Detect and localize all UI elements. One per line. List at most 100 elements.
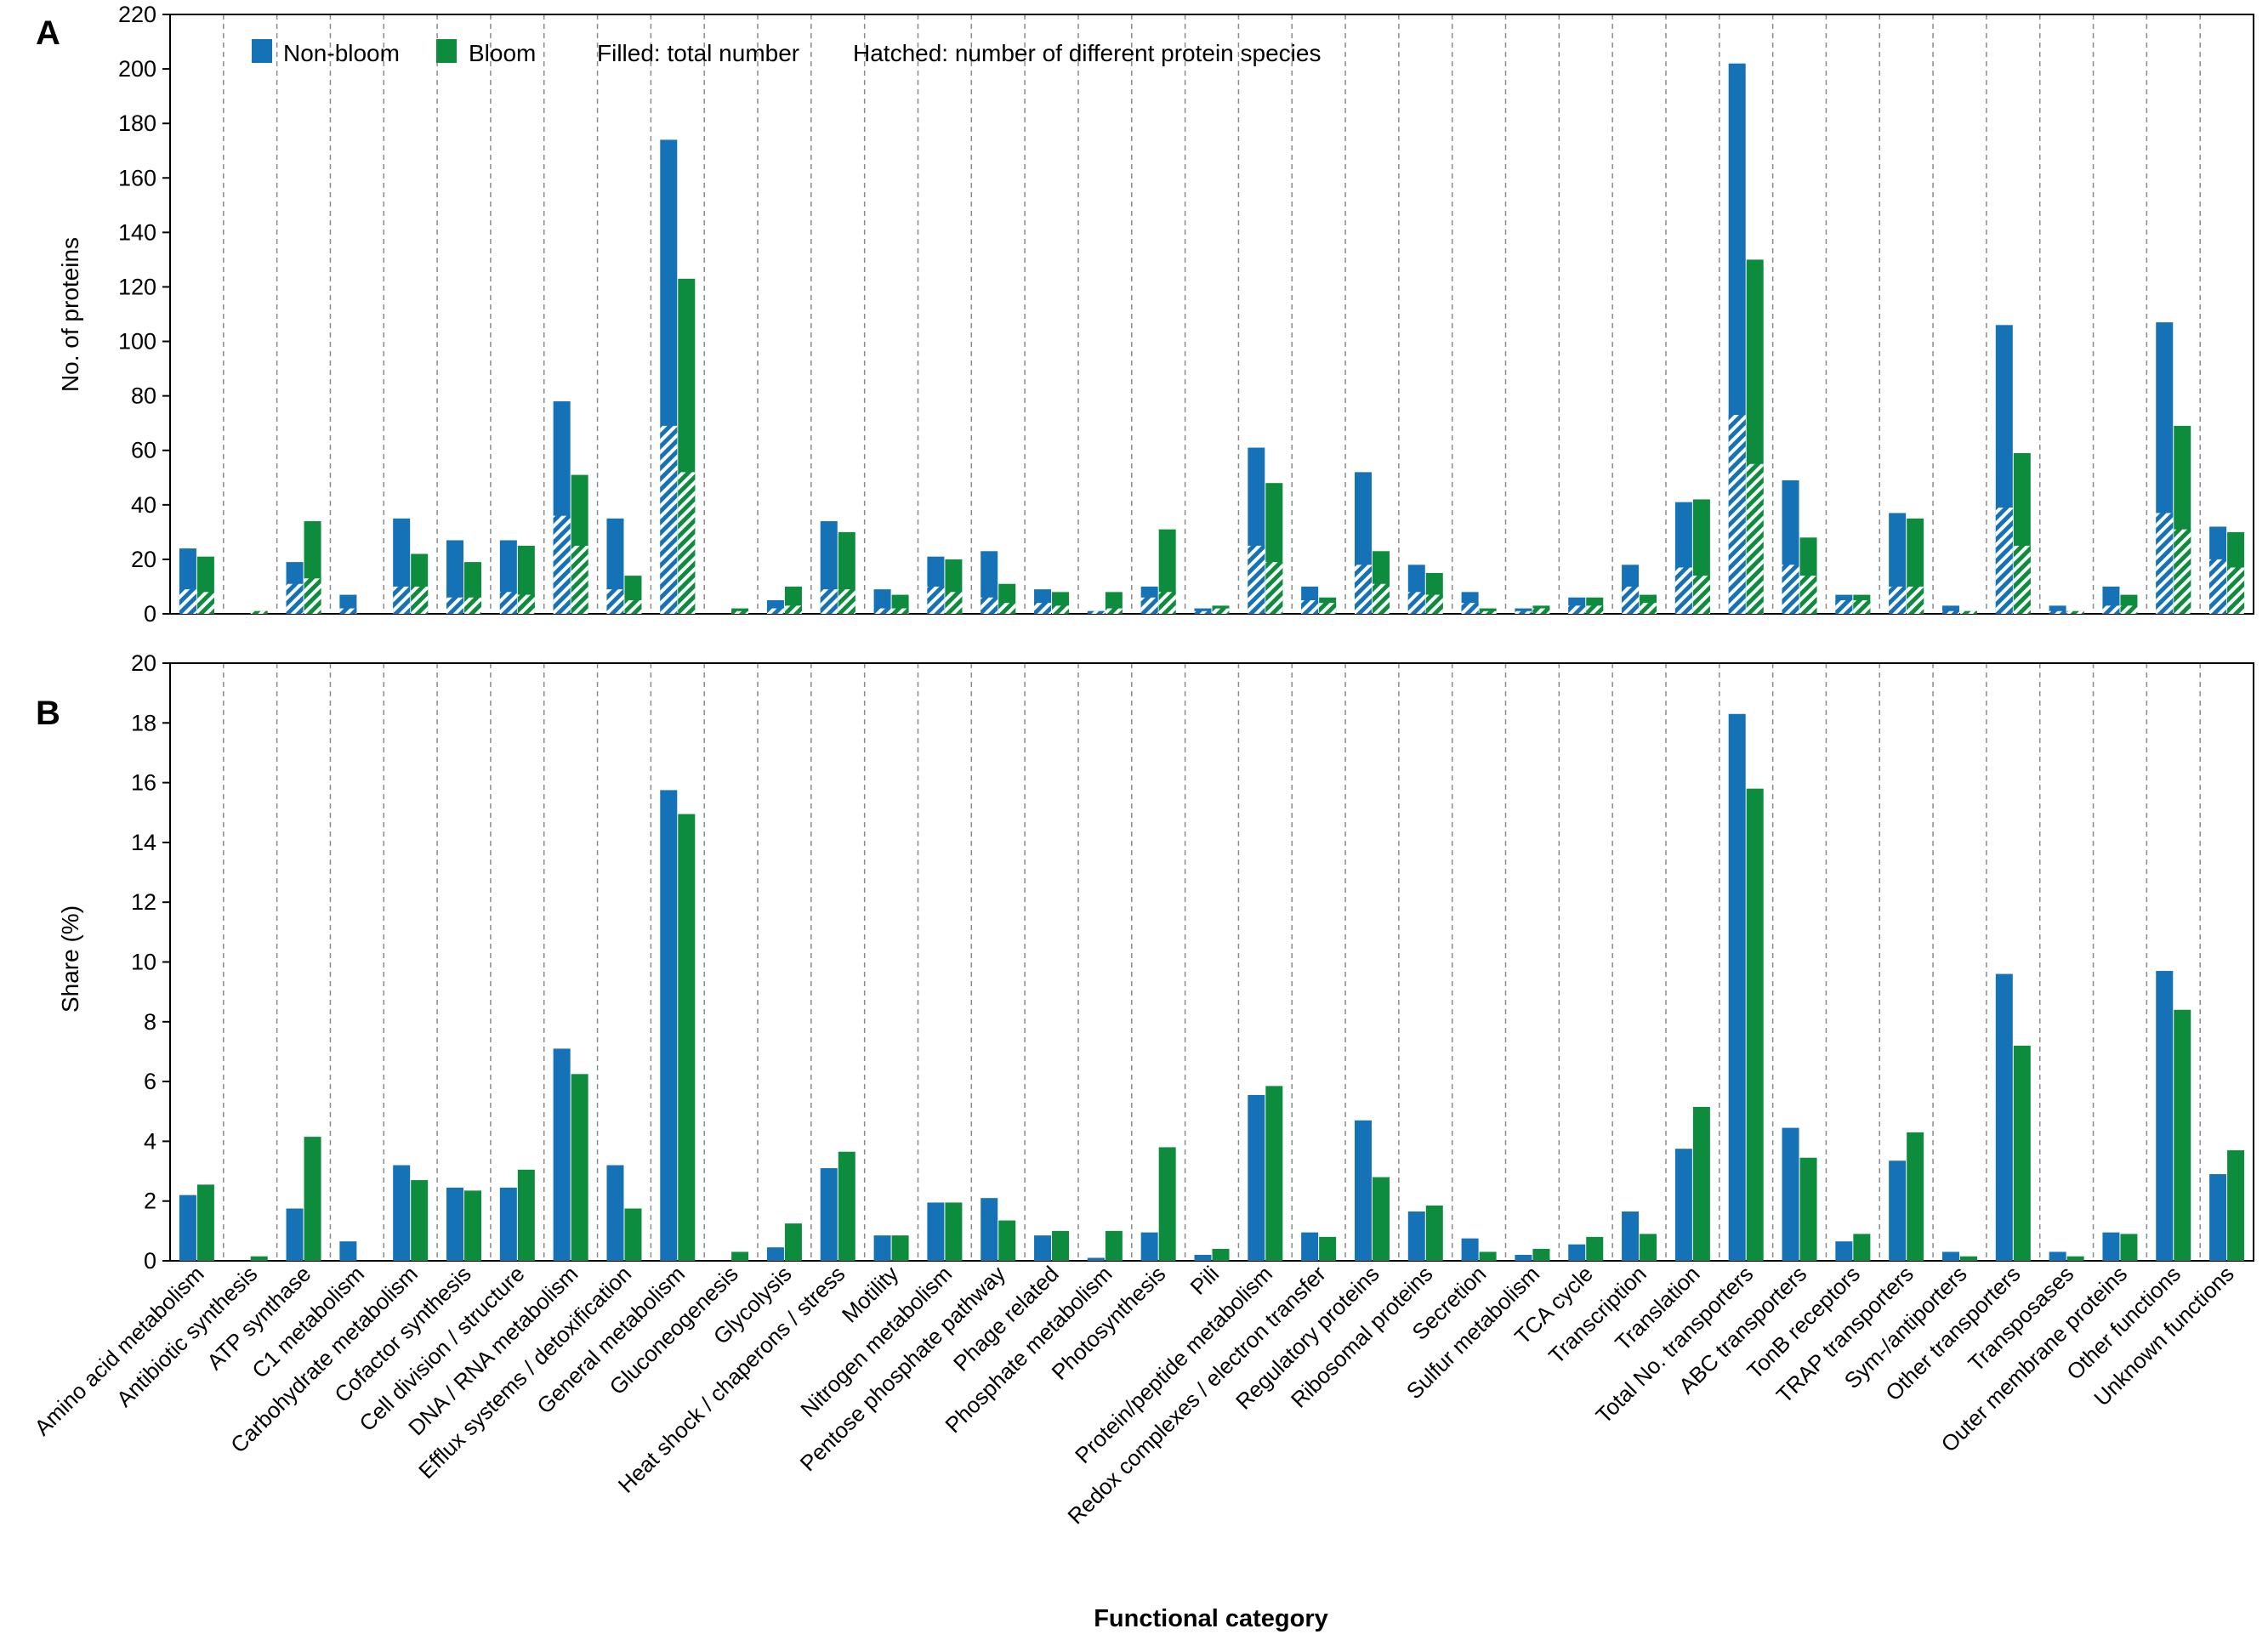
bar-share-non-bloom <box>499 1187 517 1261</box>
bar-share-non-bloom <box>1674 1149 1692 1261</box>
bar-species-bloom <box>1052 605 1070 614</box>
y-tick-label-b: 6 <box>144 1069 156 1094</box>
y-tick-label-a: 40 <box>131 492 156 518</box>
bar-share-bloom <box>1425 1205 1443 1261</box>
legend-label-non-bloom: Non-bloom <box>283 40 400 66</box>
bar-share-bloom <box>1212 1248 1230 1261</box>
bar-share-bloom <box>2174 1009 2191 1261</box>
bar-share-bloom <box>945 1202 963 1261</box>
bar-species-non-bloom <box>1248 545 1265 614</box>
y-tick-label-a: 80 <box>131 383 156 409</box>
bar-species-bloom <box>1746 463 1764 614</box>
bar-share-bloom <box>1853 1234 1871 1261</box>
bar-species-bloom <box>1640 603 1657 614</box>
bar-species-bloom <box>1959 610 1977 614</box>
bar-species-bloom <box>1425 594 1443 614</box>
bar-species-non-bloom <box>1354 565 1372 614</box>
bar-share-bloom <box>1799 1157 1817 1261</box>
bar-share-non-bloom <box>927 1202 945 1261</box>
y-tick-label-a: 120 <box>118 274 156 299</box>
bar-species-non-bloom <box>1034 603 1052 614</box>
bar-species-bloom <box>1907 586 1924 614</box>
bar-share-non-bloom <box>873 1235 891 1261</box>
y-tick-label-a: 220 <box>118 2 156 27</box>
bar-species-non-bloom <box>1889 586 1907 614</box>
bar-species-bloom <box>624 599 642 614</box>
bar-share-bloom <box>1959 1256 1977 1261</box>
panel-a-proteins-count: 0 20 40 60 80 100 120 140 160 180 200 220 <box>118 2 2254 627</box>
bar-share-bloom <box>1586 1236 1604 1261</box>
y-tick-label-a: 140 <box>118 219 156 245</box>
bar-share-non-bloom <box>1407 1212 1425 1261</box>
bar-species-bloom <box>1158 592 1176 614</box>
bar-share-non-bloom <box>2102 1232 2120 1261</box>
bar-species-bloom <box>2120 605 2138 614</box>
bar-species-bloom <box>731 610 749 614</box>
bar-share-non-bloom <box>1354 1120 1372 1261</box>
bar-share-non-bloom <box>1941 1251 1959 1261</box>
bar-share-bloom <box>624 1208 642 1261</box>
bar-share-bloom <box>411 1180 429 1261</box>
bar-share-bloom <box>1372 1177 1390 1261</box>
bar-share-non-bloom <box>766 1247 784 1261</box>
bar-total-non-bloom <box>1941 605 1959 614</box>
bar-share-bloom <box>1692 1106 1710 1261</box>
bar-share-non-bloom <box>1835 1241 1853 1261</box>
bar-species-non-bloom <box>981 597 998 614</box>
bar-share-bloom <box>464 1190 482 1261</box>
bar-species-non-bloom <box>553 515 571 614</box>
bar-share-non-bloom <box>606 1165 624 1261</box>
category-label: Pili <box>1185 1261 1225 1300</box>
bar-species-non-bloom <box>1728 415 1746 614</box>
bar-species-bloom <box>196 592 214 614</box>
bar-species-non-bloom <box>1995 508 2013 614</box>
legend-label-bloom: Bloom <box>469 40 536 66</box>
bar-species-non-bloom <box>2049 610 2066 614</box>
bar-share-bloom <box>2227 1149 2245 1261</box>
bar-species-bloom <box>2174 529 2191 614</box>
y-tick-label-b: 16 <box>131 770 156 796</box>
bar-species-non-bloom <box>1407 592 1425 614</box>
bar-species-non-bloom <box>873 608 891 614</box>
bar-share-non-bloom <box>446 1187 464 1261</box>
bar-species-bloom <box>1692 576 1710 614</box>
bar-share-bloom <box>517 1169 535 1261</box>
bar-species-bloom <box>1586 605 1604 614</box>
bar-share-non-bloom <box>2156 971 2174 1261</box>
bar-share-non-bloom <box>1889 1160 1907 1261</box>
bar-species-non-bloom <box>1140 597 1158 614</box>
bar-species-bloom <box>304 578 321 614</box>
bar-species-non-bloom <box>286 583 304 614</box>
bar-share-non-bloom <box>286 1208 304 1261</box>
y-tick-label-b: 18 <box>131 710 156 735</box>
bar-species-non-bloom <box>1674 567 1692 614</box>
y-tick-label-b: 14 <box>131 830 156 855</box>
bar-species-non-bloom <box>927 586 945 614</box>
bar-species-bloom <box>838 589 855 614</box>
bar-total-non-bloom <box>1194 608 1212 614</box>
bar-species-non-bloom <box>1622 586 1640 614</box>
panel-label-b: B <box>36 695 60 732</box>
bar-share-non-bloom <box>1301 1232 1319 1261</box>
bar-share-non-bloom <box>1568 1244 1586 1261</box>
y-tick-label-a: 160 <box>118 165 156 190</box>
bar-share-bloom <box>571 1074 588 1261</box>
legend-swatch-bloom <box>436 39 457 63</box>
bar-share-non-bloom <box>393 1165 411 1261</box>
bar-species-non-bloom <box>606 589 624 614</box>
bar-species-bloom <box>1479 610 1497 614</box>
bar-share-non-bloom <box>1194 1254 1212 1261</box>
bar-species-non-bloom <box>1087 610 1105 614</box>
y-tick-label-a: 60 <box>131 438 156 463</box>
y-tick-label-a: 100 <box>118 329 156 355</box>
bar-species-non-bloom <box>1461 603 1479 614</box>
bar-species-non-bloom <box>1301 599 1319 614</box>
bar-share-non-bloom <box>1248 1094 1265 1261</box>
bar-total-non-bloom <box>446 540 464 614</box>
y-tick-label-b: 8 <box>144 1009 156 1035</box>
bar-species-bloom <box>945 592 963 614</box>
bar-species-bloom <box>2013 545 2031 614</box>
bar-species-non-bloom <box>179 589 196 614</box>
bar-species-bloom <box>1372 583 1390 614</box>
